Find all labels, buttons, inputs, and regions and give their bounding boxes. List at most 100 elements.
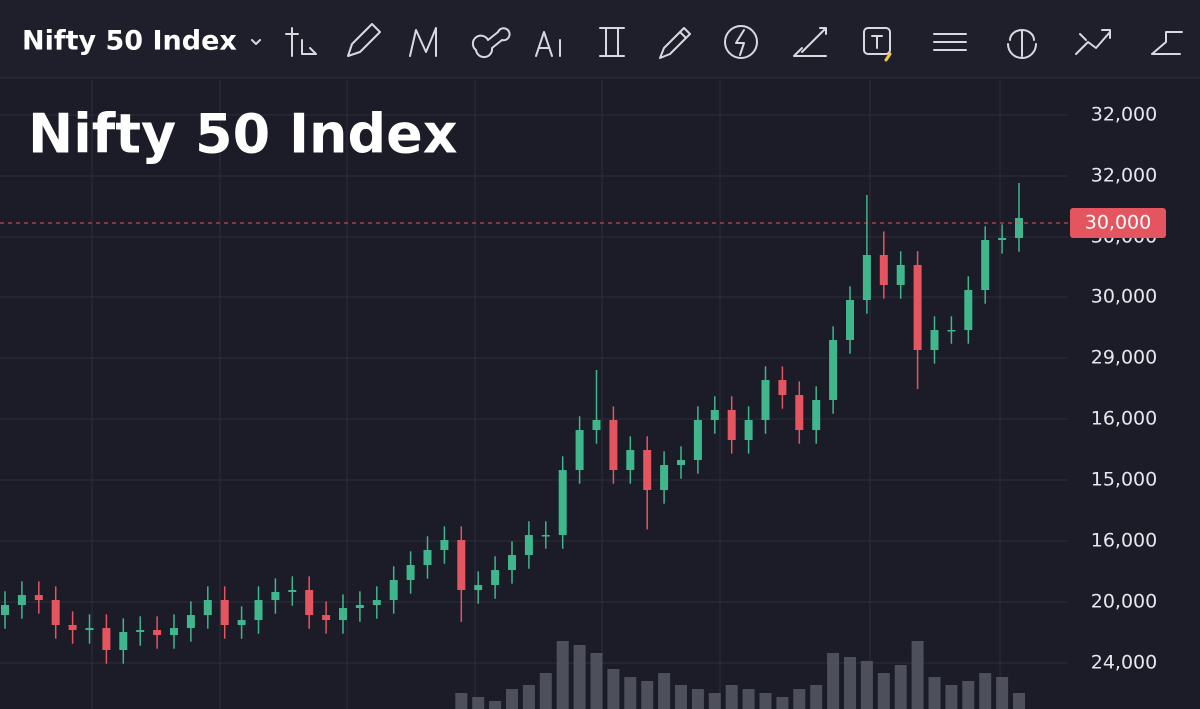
candle-body [660,465,669,491]
tool-menu[interactable] [933,33,967,51]
y-tick-label: 24,000 [1091,651,1157,673]
volume-bar [742,689,755,709]
volume-bar [691,689,704,709]
candle-body [17,595,26,606]
candle-body [862,255,871,301]
volume-bar [658,673,671,709]
candle-body [913,265,922,351]
volume-bar [928,677,941,709]
candle-body [693,420,702,461]
candle-body [102,628,111,651]
symbol-selector[interactable]: Nifty 50 Index [22,26,237,57]
candle-body [271,592,280,601]
candle-body [626,450,635,471]
candle-body [609,420,618,471]
tool-crosshair[interactable] [285,27,317,57]
candle-body [372,600,381,606]
y-tick-label: 16,000 [1091,407,1157,429]
y-tick-label: 15,000 [1091,469,1157,491]
volume-bar [945,685,958,709]
candle-body [85,628,94,631]
candle-body [778,380,787,396]
volume-bar [911,641,924,709]
volume-bar [725,685,738,709]
chart-title: Nifty 50 Index [28,103,458,166]
dropdown-arrow[interactable] [251,39,261,45]
y-tick-label: 32,000 [1091,104,1157,126]
candle-body [677,460,685,466]
volume-bar [827,653,840,709]
y-tick-label: 32,000 [1091,165,1157,187]
candle-body [186,615,195,629]
candle-body [541,535,550,537]
candle-body [930,330,939,351]
candle-body [237,620,246,626]
last-price-label: 30,000 [1085,212,1151,234]
candle-body [829,340,838,401]
y-tick-label: 20,000 [1091,591,1157,613]
candle-body [575,430,584,471]
tool-ruler[interactable] [793,27,827,57]
candle-body [592,420,601,431]
volume-bar [759,693,772,709]
tool-trend[interactable] [1075,29,1111,55]
candle-body [508,555,516,571]
last-price-badge [1070,208,1166,239]
candle-body [558,470,567,536]
volume-bar [472,697,485,709]
candle-body [153,630,162,636]
candle-body [457,540,466,591]
volume-bar [641,681,654,709]
candle-body [947,330,956,332]
volume-bar [844,657,856,709]
candle-body [744,420,753,441]
volume-bar [793,689,806,709]
volume-bar [522,685,535,709]
candle-body [440,540,449,551]
tool-brush[interactable] [659,27,691,59]
candle-body [998,238,1007,241]
volume-bar [573,645,586,709]
candle-body [761,380,770,421]
tool-magnet[interactable] [1007,29,1037,59]
tool-zoom[interactable] [863,27,891,55]
candle-body [491,570,500,586]
volume-bar [675,685,687,709]
tool-text[interactable] [535,31,561,57]
volume-bar [489,701,502,709]
tool-pencil[interactable] [347,23,381,57]
candle-body [355,605,364,609]
candle-body [406,565,415,581]
candle-body [339,608,347,621]
candle-body [254,600,263,621]
toolbar [0,0,1200,78]
candle-body [423,550,432,566]
drawing-tools [285,23,1183,59]
tool-alert-bolt[interactable] [735,29,745,56]
plot: 32,000 32,000 30,000 30,000 29,000 16,000 15,0… [0,104,1166,709]
volume-bar [539,673,552,709]
volume-bar [624,677,637,709]
y-tick-label: 30,000 [1091,285,1157,307]
candle-body [879,255,888,286]
tool-measure[interactable] [599,27,625,57]
volume-bar [708,693,721,709]
candle-body [170,628,178,636]
candle-body [389,580,398,601]
tool-shapes[interactable] [471,27,511,59]
tool-chart-type[interactable] [1151,31,1183,55]
volume-bar [590,653,603,709]
volume-bar [1013,693,1025,709]
tool-alert[interactable] [724,25,758,59]
y-tick-label: 29,000 [1091,346,1157,368]
tool-zoom-mark[interactable] [871,35,883,49]
candle-body [1015,218,1023,239]
volume-bar [556,641,569,709]
candle-body [643,450,652,491]
candle-body [136,630,145,633]
tool-pattern[interactable] [409,27,437,57]
candle-body [34,595,43,601]
volume-bar [996,677,1009,709]
candle-body [710,410,719,421]
